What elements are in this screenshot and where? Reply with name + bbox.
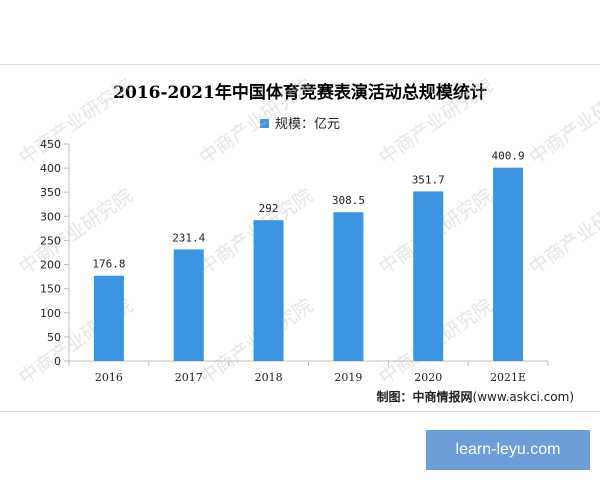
x-tick-label: 2018 <box>255 371 283 384</box>
legend-label: 规模：亿元 <box>274 117 340 132</box>
data-label: 400.9 <box>492 150 525 163</box>
bar <box>493 167 524 361</box>
bar <box>93 275 124 361</box>
source-label: 制图：中商情报网 <box>376 390 473 404</box>
bar <box>173 249 204 361</box>
y-tick-label: 100 <box>40 307 61 320</box>
data-label: 231.4 <box>172 231 205 244</box>
watermark-text: 中商产业研究院 <box>525 185 600 279</box>
data-label: 351.7 <box>412 173 445 186</box>
bar <box>253 220 284 361</box>
y-tick-label: 200 <box>40 259 61 272</box>
watermark-text: 中商产业研究院 <box>375 75 497 169</box>
data-label: 292 <box>259 202 279 215</box>
bar <box>413 191 444 361</box>
y-tick-label: 250 <box>40 234 61 247</box>
x-tick-label: 2019 <box>334 371 362 384</box>
x-tick-label: 2020 <box>414 371 442 384</box>
brand-badge[interactable]: learn-leyu.com <box>426 430 590 470</box>
y-tick-label: 400 <box>40 162 61 175</box>
y-tick-label: 350 <box>40 186 61 199</box>
data-label: 176.8 <box>92 258 125 271</box>
chart-title: 2016-2021年中国体育竞赛表演活动总规模统计 <box>113 83 487 103</box>
chart-frame <box>0 64 600 412</box>
source-url: (www.askci.com) <box>472 390 574 404</box>
x-tick-label: 2016 <box>95 371 123 384</box>
x-tick-label: 2017 <box>175 371 203 384</box>
x-tick-label: 2021E <box>490 371 526 384</box>
y-tick-label: 450 <box>40 138 61 151</box>
watermark-text: 中商产业研究院 <box>525 75 600 169</box>
y-tick-label: 0 <box>54 355 61 368</box>
y-tick-label: 50 <box>47 331 61 344</box>
legend: 规模：亿元 <box>0 113 600 132</box>
legend-swatch <box>259 119 269 128</box>
watermark-text: 中商产业研究院 <box>195 75 317 169</box>
watermark-text: 中商产业研究院 <box>15 75 137 169</box>
y-tick-label: 150 <box>40 283 61 296</box>
bar <box>333 212 364 361</box>
data-label: 308.5 <box>332 194 365 207</box>
source-note: 制图：中商情报网(www.askci.com) <box>377 388 574 405</box>
y-tick-label: 300 <box>40 210 61 223</box>
